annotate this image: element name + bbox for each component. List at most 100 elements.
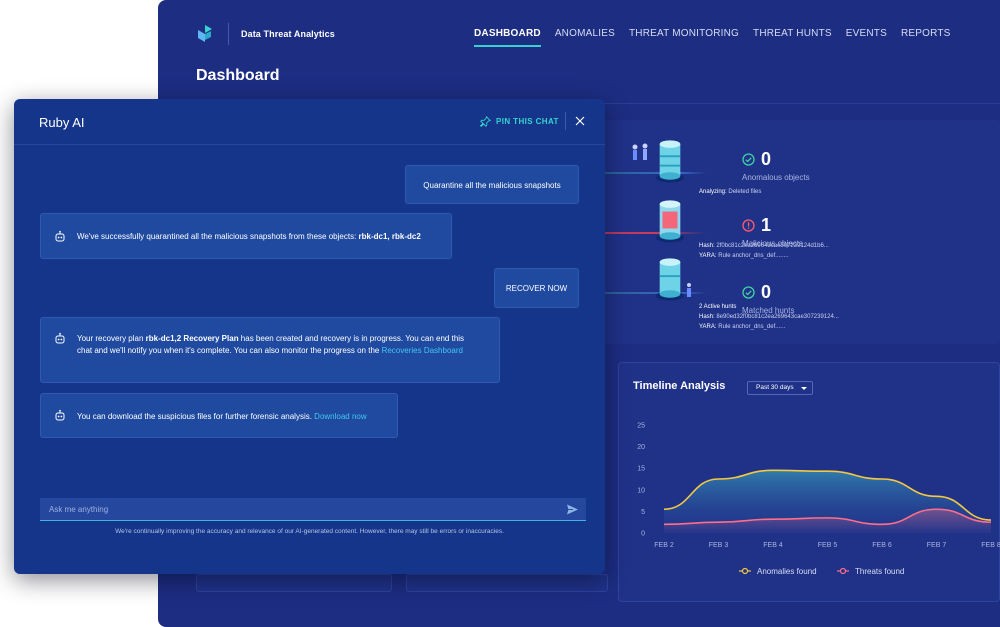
ai-disclaimer: We're continually improving the accuracy… <box>115 528 504 535</box>
message-text: Your recovery plan <box>77 334 146 343</box>
y-tick-label: 5 <box>641 509 645 516</box>
x-tick-label: FEB 3 <box>709 542 729 549</box>
hunt-1-info: Analyzing: Deleted files <box>699 187 761 197</box>
app-header: Data Threat Analytics DASHBOARD ANOMALIE… <box>158 0 1000 104</box>
stat-value: 0 <box>761 282 772 302</box>
series-line <box>663 469 992 521</box>
stat-value: 0 <box>761 149 772 169</box>
y-tick-label: 10 <box>637 487 645 494</box>
hunt-3-hash-label: Hash: <box>699 314 715 320</box>
nav-anomalies[interactable]: ANOMALIES <box>554 28 615 39</box>
x-tick-label: FEB 8 <box>981 542 1000 549</box>
y-tick-label: 20 <box>637 444 645 451</box>
chat-header: Ruby AI PIN THIS CHAT <box>14 99 605 145</box>
hunt-2-yara: Rule anchor_dns_def........ <box>718 253 789 259</box>
timeline-chart: 0 5 10 15 20 25 FEB 2 FEB 3 FEB 4 FEB 5 FEB 6 FEB 7… <box>637 423 1000 577</box>
stat-malicious-objects[interactable]: 1 Malicious objects <box>742 215 803 248</box>
stat-label: Anomalous objects <box>742 173 810 182</box>
ai-message: We've successfully quarantined all the m… <box>40 213 452 259</box>
bot-icon <box>55 332 65 344</box>
hunt-3-yara-label: YARA: <box>699 324 717 330</box>
database-icon <box>655 140 685 183</box>
app-name: Data Threat Analytics <box>241 29 335 39</box>
message-text: RECOVER NOW <box>505 284 568 293</box>
stat-label: Malicious objects <box>742 239 803 248</box>
person-icon <box>687 283 691 297</box>
panel-stub-left <box>196 574 392 592</box>
send-icon[interactable] <box>566 503 579 516</box>
nav-reports[interactable]: REPORTS <box>900 28 951 39</box>
x-tick-label: FEB 4 <box>763 542 783 549</box>
close-icon[interactable] <box>574 115 586 127</box>
ai-message: You can download the suspicious files fo… <box>40 393 398 438</box>
check-circle-icon <box>742 286 755 299</box>
ruby-ai-chat: Ruby AI PIN THIS CHAT Quarantine all the… <box>14 99 605 574</box>
people-icon <box>632 143 648 160</box>
series-line <box>663 508 992 526</box>
database-alert-icon <box>655 200 685 243</box>
x-tick-label: FEB 7 <box>927 542 947 549</box>
message-text: We've successfully quarantined all the m… <box>77 232 359 241</box>
hunt-2-yara-label: YARA: <box>699 253 717 259</box>
user-message: Quarantine all the malicious snapshots <box>405 165 579 204</box>
check-circle-icon <box>742 153 755 166</box>
chevron-down-icon <box>801 387 807 390</box>
hunt-2-info: Hash: 2f0bc81c2ea269643cae307239124d1b6.… <box>699 241 829 261</box>
recovery-plan-name: rbk-dc1,2 Recovery Plan <box>145 334 239 343</box>
legend-marker <box>839 567 847 575</box>
message-text: Quarantine all the malicious snapshots <box>423 181 561 190</box>
y-tick-label: 0 <box>641 531 645 538</box>
stat-label: Matched hunts <box>742 306 795 315</box>
timeline-title: Timeline Analysis <box>633 380 726 392</box>
hunt-2-hash-label: Hash: <box>699 243 715 249</box>
stat-value: 1 <box>761 215 772 235</box>
pin-icon <box>480 116 491 127</box>
nav-dashboard[interactable]: DASHBOARD <box>474 28 541 47</box>
app-logo-icon <box>198 25 212 42</box>
recoveries-dashboard-link[interactable]: Recoveries Dashboard <box>381 345 463 355</box>
hunt-3-info: 2 Active hunts Hash: 8e90ed32f0bc81c2ea2… <box>699 302 839 332</box>
hunt-3-status: 2 Active hunts <box>699 304 737 310</box>
y-tick-label: 25 <box>637 423 645 430</box>
timeline-range-select[interactable]: Past 30 days <box>747 381 813 395</box>
alert-circle-icon <box>742 219 755 232</box>
hunt-1-label: Analyzing: <box>699 189 727 195</box>
legend-label: Threats found <box>855 567 904 576</box>
header-divider <box>565 112 566 130</box>
x-tick-label: FEB 6 <box>872 542 892 549</box>
page-title: Dashboard <box>196 67 280 84</box>
brand: Data Threat Analytics <box>196 23 335 45</box>
timeline-panel: Timeline Analysis Past 30 days 0 5 10 15 20 2… <box>618 362 1000 602</box>
pin-chat-label: PIN THIS CHAT <box>496 117 559 126</box>
download-now-link[interactable]: Download now <box>314 412 367 421</box>
series-area <box>664 509 991 533</box>
hunt-2-hash: 2f0bc81c2ea269643cae307239124d1b6... <box>716 243 829 249</box>
stat-anomalous-objects[interactable]: 0 Anomalous objects <box>742 149 810 182</box>
main-nav: DASHBOARD ANOMALIES THREAT MONITORING TH… <box>474 28 951 47</box>
y-tick-label: 15 <box>637 466 645 473</box>
bot-icon <box>55 230 65 242</box>
timeline-range-value: Past 30 days <box>756 384 794 391</box>
legend-label: Anomalies found <box>757 567 817 576</box>
user-message: RECOVER NOW <box>494 268 579 308</box>
nav-events[interactable]: EVENTS <box>845 28 887 39</box>
hunt-1-value: Deleted files <box>728 189 762 195</box>
pin-chat-button[interactable]: PIN THIS CHAT <box>480 116 559 127</box>
bot-icon <box>55 409 65 421</box>
message-text: You can download the suspicious files fo… <box>77 412 315 421</box>
nav-threat-hunts[interactable]: THREAT HUNTS <box>753 28 832 39</box>
legend-marker <box>741 567 749 575</box>
hunt-3-yara: Rule anchor_dns_def...... <box>718 324 786 330</box>
panel-stub-middle <box>406 574 608 592</box>
chat-title: Ruby AI <box>39 115 85 130</box>
message-text-continued: has been created and recovery is in prog… <box>77 334 465 355</box>
x-tick-label: FEB 2 <box>654 542 674 549</box>
x-tick-label: FEB 5 <box>818 542 838 549</box>
database-scan-icon <box>655 258 685 301</box>
stat-matched-hunts[interactable]: 0 Matched hunts <box>742 282 794 315</box>
hunt-3-hash: 8e90ed32f0bc81c2ea269643cae307239124... <box>716 314 839 320</box>
brand-divider <box>228 23 229 45</box>
chat-input[interactable] <box>40 498 586 521</box>
message-objects: rbk-dc1, rbk-dc2 <box>358 232 421 241</box>
nav-threat-monitoring[interactable]: THREAT MONITORING <box>628 28 740 39</box>
